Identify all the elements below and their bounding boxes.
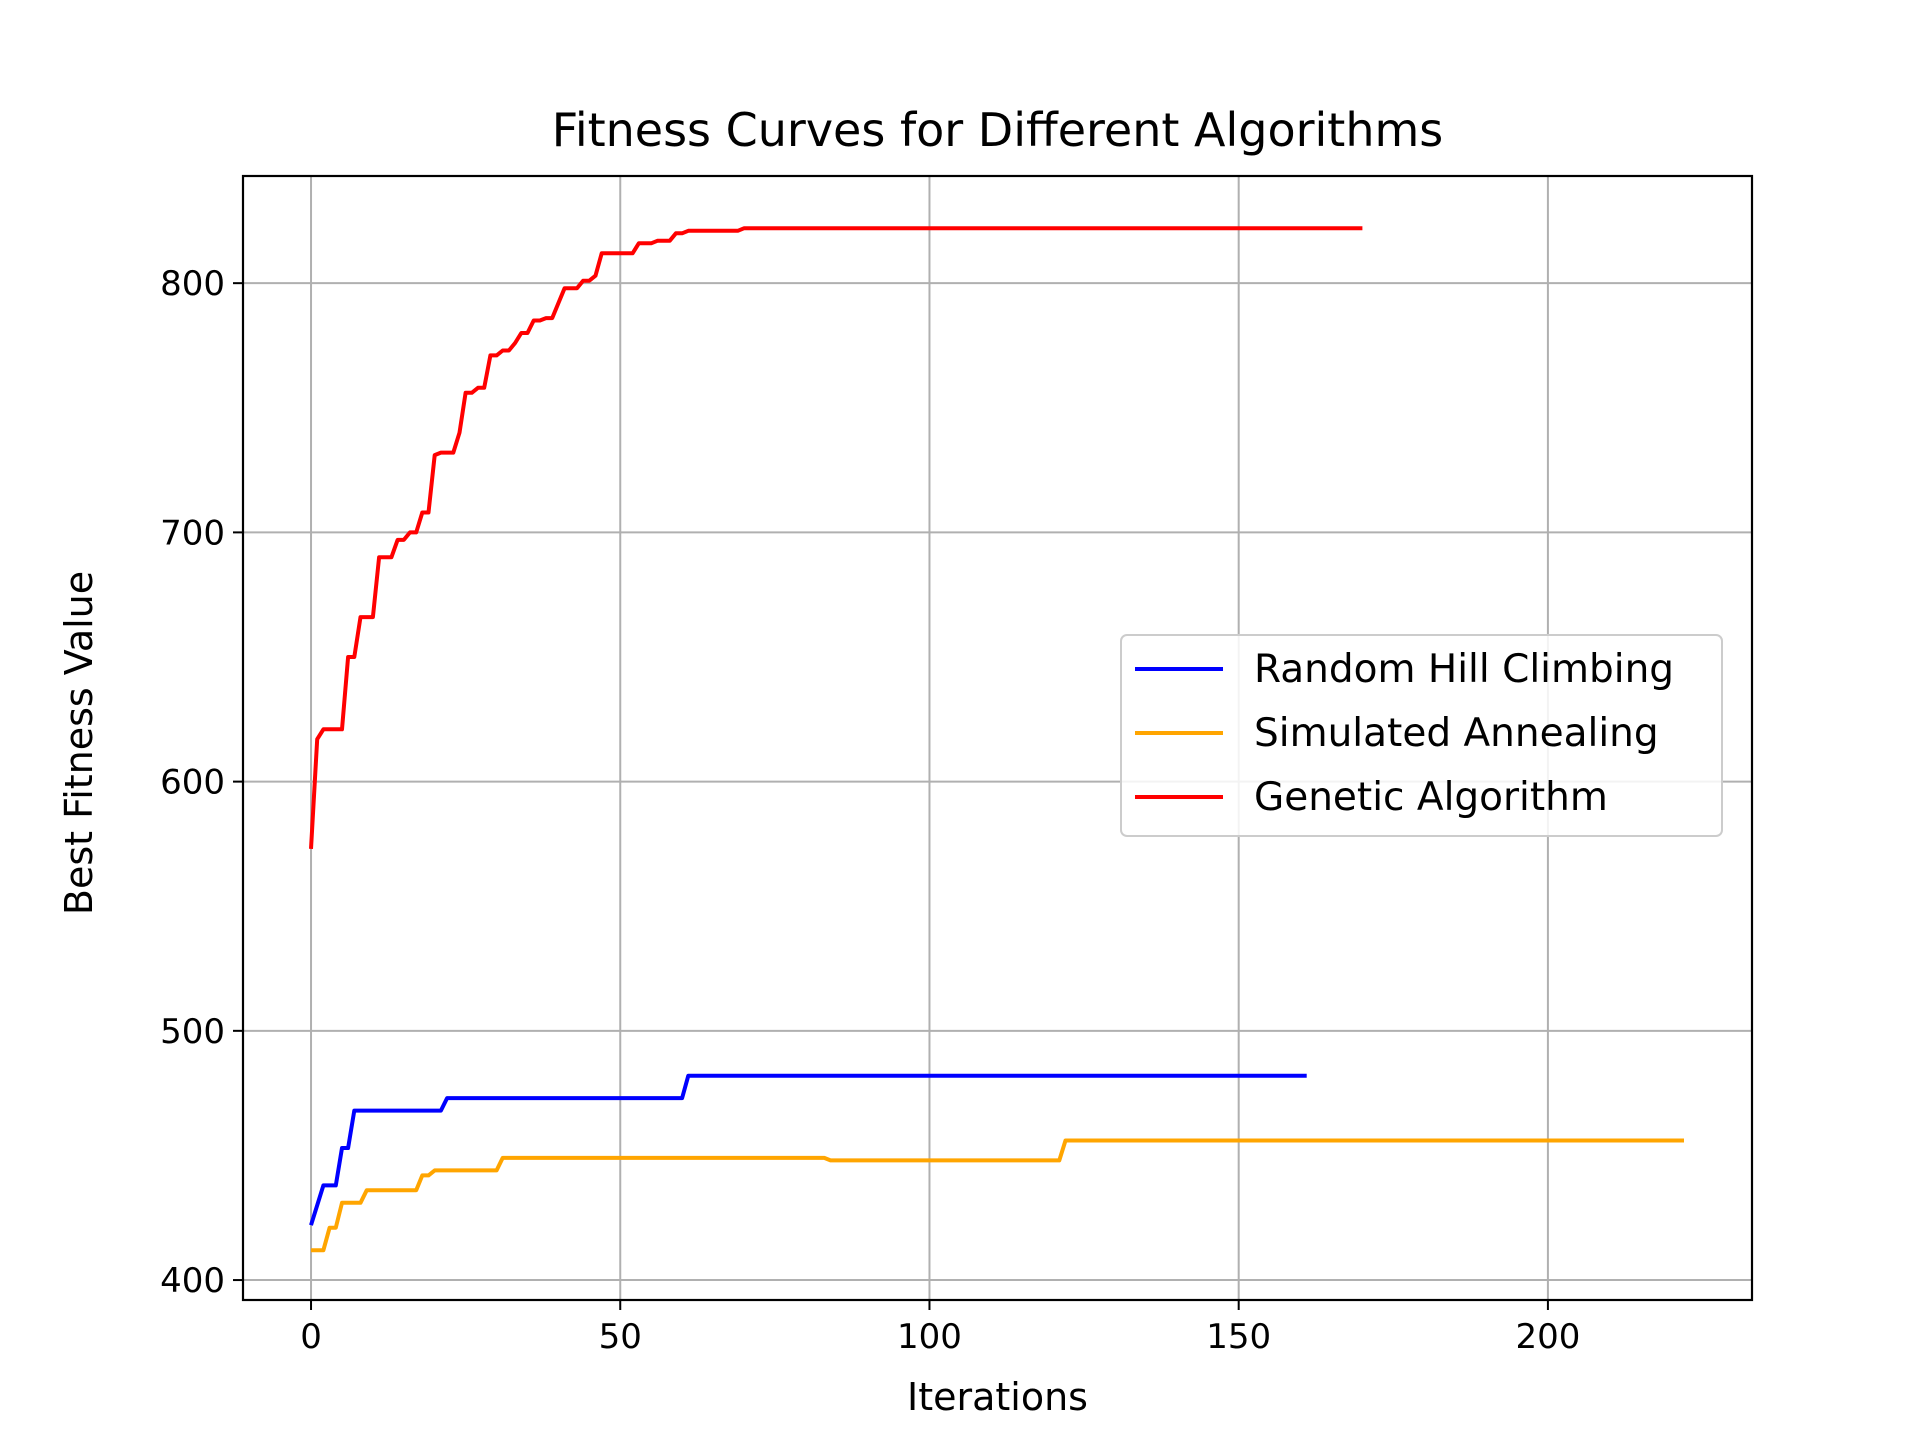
legend-label: Genetic Algorithm	[1254, 775, 1608, 820]
legend: Random Hill Climbing Simulated Annealing G…	[1120, 634, 1723, 837]
series-line-2	[311, 1138, 1684, 1253]
x-tick-label: 200	[1515, 1317, 1580, 1357]
legend-label: Simulated Annealing	[1254, 711, 1659, 756]
x-tick-label: 0	[300, 1317, 322, 1357]
y-tick-label: 600	[160, 763, 225, 803]
axis-ticks: 0 50 100 150 200 400 500 600 700 800	[160, 264, 1580, 1357]
series-lines	[309, 226, 1684, 1253]
y-tick-label: 800	[160, 264, 225, 304]
x-tick-label: 50	[599, 1317, 642, 1357]
y-axis-label: Best Fitness Value	[57, 571, 101, 915]
chart-title: Fitness Curves for Different Algorithms	[552, 103, 1444, 157]
series-line-1	[309, 1073, 1307, 1226]
x-tick-label: 150	[1206, 1317, 1271, 1357]
y-tick-label: 700	[160, 513, 225, 553]
x-tick-label: 100	[897, 1317, 962, 1357]
series-line-3	[309, 226, 1363, 850]
grid-lines	[243, 176, 1752, 1300]
plot-frame	[241, 174, 1754, 1302]
legend-label: Random Hill Climbing	[1254, 647, 1674, 692]
x-axis-label: Iterations	[907, 1375, 1088, 1419]
y-tick-label: 500	[160, 1012, 225, 1052]
y-tick-label: 400	[160, 1261, 225, 1301]
legend-box	[1120, 634, 1723, 837]
